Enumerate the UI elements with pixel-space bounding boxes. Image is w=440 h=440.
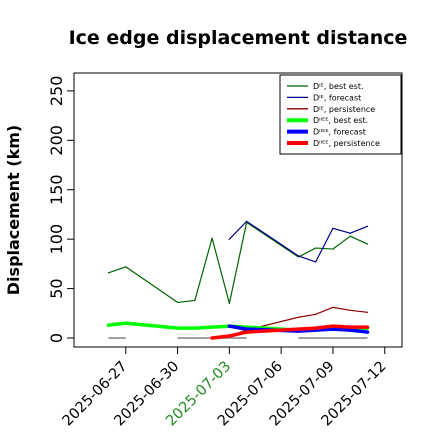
- data-point-ie_best-4: [211, 237, 213, 239]
- data-point-iiee_persistence-2: [245, 330, 249, 334]
- data-point-ie_forecast-5: [349, 232, 351, 234]
- data-point-iiee_forecast-6: [365, 330, 370, 334]
- data-point-ie_persistence-6: [349, 309, 351, 311]
- data-point-ie_forecast-3: [315, 261, 317, 263]
- data-point-ie_best-3: [194, 299, 196, 302]
- data-point-iiee_persistence-3: [296, 327, 301, 331]
- y-tick-label-200: 200: [47, 125, 66, 156]
- series-line-ie_best: [107, 221, 369, 304]
- data-point-ie_best-8: [315, 247, 317, 249]
- x-axis: 2025-06-272025-06-302025-07-032025-07-06…: [60, 347, 390, 429]
- data-point-iiee_best-2: [175, 326, 180, 330]
- y-axis: 0 50 100 150 200 250: [47, 76, 74, 343]
- y-axis-label: Displacement (km): [4, 125, 23, 295]
- data-point-iiee_best-4: [210, 325, 214, 329]
- data-point-iiee_best-0: [106, 323, 111, 327]
- y-tick-label-250: 250: [47, 76, 66, 107]
- data-point-ie_forecast-6: [366, 225, 369, 227]
- legend-label-4: Dᴵᴵᴱᴱ, forecast: [313, 128, 366, 137]
- data-point-ie_persistence-4: [315, 313, 317, 315]
- y-tick-label-100: 100: [47, 224, 66, 255]
- legend: Dᴵᴱ, best est. Dᴵᴱ, forecast Dᴵᴱ, persiste…: [279, 74, 402, 155]
- data-point-iiee_forecast-1: [245, 327, 249, 331]
- data-point-iiee_persistence-5: [331, 324, 335, 328]
- data-point-ie_best-11: [366, 243, 369, 245]
- series-layer: [106, 220, 370, 340]
- legend-label-1: Dᴵᴱ, forecast: [313, 93, 361, 102]
- data-point-ie_best-5: [228, 302, 230, 305]
- data-point-ie_best-9: [332, 248, 334, 250]
- data-point-iiee_persistence-7: [365, 325, 370, 329]
- data-point-iiee_persistence-4: [314, 326, 318, 330]
- series-ie_best: [107, 221, 369, 305]
- data-point-iiee_forecast-4: [331, 327, 335, 331]
- data-point-ie_best-2: [176, 301, 179, 304]
- data-point-ie_best-0: [107, 272, 110, 274]
- data-point-iiee_best-1: [124, 321, 128, 325]
- data-point-ie_persistence-3: [297, 316, 300, 318]
- data-point-ie_best-10: [349, 235, 351, 237]
- data-point-iiee_forecast-0: [227, 324, 231, 328]
- data-point-iiee_best-3: [193, 326, 197, 330]
- y-tick-label-50: 50: [47, 278, 66, 298]
- data-point-ie_forecast-0: [228, 238, 230, 240]
- plot-frame: [73, 72, 403, 348]
- data-point-iiee_persistence-1: [227, 334, 231, 338]
- data-point-iiee_persistence-6: [348, 325, 352, 329]
- legend-box: [279, 74, 402, 155]
- series-iiee_persistence: [210, 324, 370, 340]
- data-point-ie_forecast-4: [332, 227, 334, 229]
- legend-label-0: Dᴵᴱ, best est.: [313, 82, 364, 91]
- legend-label-2: Dᴵᴱ, persistence: [313, 105, 375, 114]
- data-point-ie_best-1: [125, 266, 127, 268]
- y-tick-label-150: 150: [47, 174, 66, 205]
- data-point-ie_forecast-2: [297, 255, 300, 257]
- series-ie_forecast: [228, 220, 369, 263]
- legend-label-5: Dᴵᴵᴱᴱ, persistence: [313, 139, 380, 148]
- data-point-ie_persistence-7: [366, 311, 369, 313]
- data-point-ie_persistence-5: [332, 306, 334, 308]
- y-tick-label-0: 0: [47, 333, 66, 343]
- data-point-iiee_persistence-0: [210, 336, 214, 340]
- chart-title: Ice edge displacement distance: [69, 27, 408, 49]
- legend-label-3: Dᴵᴵᴱᴱ, best est.: [313, 116, 368, 125]
- series-line-iiee_persistence: [210, 324, 370, 340]
- data-point-iiee_forecast-5: [348, 328, 352, 332]
- data-point-ie_forecast-1: [246, 220, 248, 222]
